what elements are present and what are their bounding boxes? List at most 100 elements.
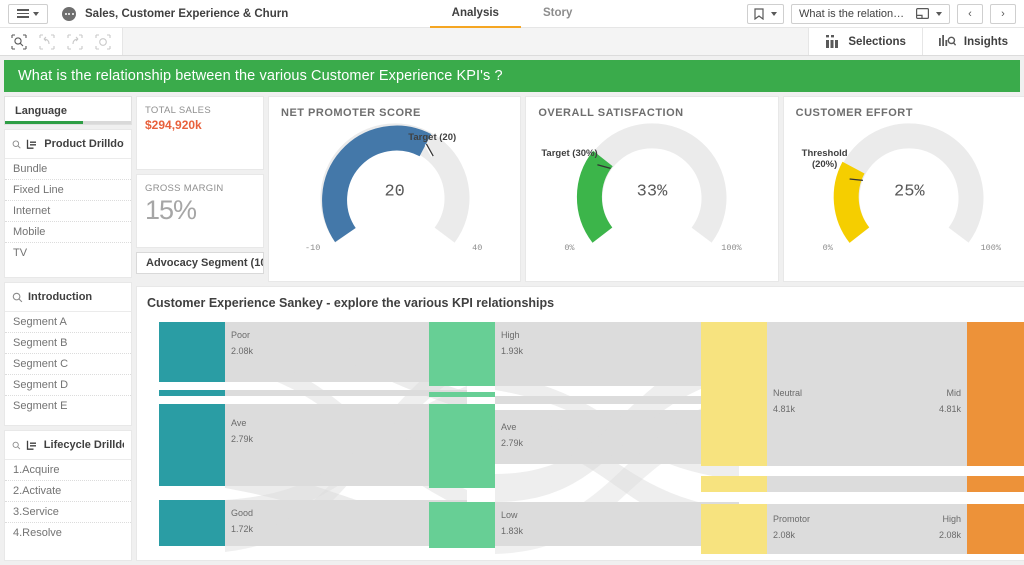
kpi-label: GROSS MARGIN	[145, 183, 224, 194]
filter-item[interactable]: 2.Activate	[5, 480, 131, 501]
filter-item[interactable]: Segment C	[5, 353, 131, 374]
step-back-icon[interactable]	[34, 31, 60, 53]
top-bar-left: Sales, Customer Experience & Churn	[0, 0, 288, 27]
language-progress	[5, 121, 131, 124]
tab-story[interactable]: Story	[542, 7, 573, 19]
chevron-down-icon	[771, 11, 777, 16]
kpi-total-sales[interactable]: TOTAL SALES $294,920k	[136, 96, 264, 170]
gauge-max-label: 100%	[721, 243, 742, 253]
sankey-node-label: Promotor	[773, 514, 810, 524]
filter-header: Product Drilldown	[5, 130, 131, 158]
next-sheet-button[interactable]: ›	[990, 3, 1016, 24]
filter-header: Introduction	[5, 283, 131, 311]
advocacy-segment-button[interactable]: Advocacy Segment (10…	[136, 252, 264, 274]
search-icon[interactable]	[12, 292, 23, 303]
filter-item[interactable]: Internet	[5, 200, 131, 221]
chart-customer-experience-sankey[interactable]: Customer Experience Sankey - explore the…	[136, 286, 1024, 561]
sankey-node-value: 2.08k	[231, 346, 254, 356]
sankey-node-label: Low	[501, 510, 518, 520]
chevron-down-icon	[33, 11, 39, 16]
filter-sidebar: Language Product Drilldown	[4, 96, 132, 561]
filter-title: Lifecycle Drilldown	[43, 439, 124, 451]
filter-item[interactable]: Mobile	[5, 221, 131, 242]
sankey-node-value: 1.93k	[501, 346, 524, 356]
chart-net-promoter-score[interactable]: NET PROMOTER SCORE 20 -10 40 Target (20)	[268, 96, 522, 282]
gauge-min-label: 0%	[564, 243, 575, 253]
navigation-menu-button[interactable]	[8, 3, 48, 24]
filter-item[interactable]: TV	[5, 242, 131, 263]
sankey-node-value: 2.08k	[939, 530, 962, 540]
filter-item[interactable]: Segment A	[5, 311, 131, 332]
main-content: TOTAL SALES $294,920k GROSS MARGIN 15% A…	[136, 96, 1024, 561]
search-icon[interactable]	[12, 139, 21, 150]
sankey-diagram: Poor 2.08k Ave 2.79k Good 1.72k V. Good …	[159, 322, 1024, 554]
sankey-node[interactable]	[159, 322, 225, 382]
gauge-area: 33% 0% 100% Target (30%)	[538, 119, 765, 259]
sankey-stage-4: Mid 4.81k High 2.08k	[939, 322, 1024, 554]
filter-item[interactable]: Fixed Line	[5, 179, 131, 200]
tab-analysis[interactable]: Analysis	[429, 0, 521, 28]
hamburger-icon	[17, 9, 29, 18]
selection-toolbar: Selections Insights	[0, 28, 1024, 56]
top-bar-tabs: Analysis Story	[0, 0, 1024, 28]
toolbar-spacer	[123, 28, 808, 55]
search-icon[interactable]	[12, 440, 21, 451]
gauge-min-label: 0%	[822, 243, 833, 253]
sankey-node[interactable]	[429, 404, 495, 488]
chart-title: NET PROMOTER SCORE	[281, 107, 421, 119]
sankey-node[interactable]	[429, 322, 495, 386]
previous-sheet-button[interactable]: ‹	[957, 3, 983, 24]
chart-title: Customer Experience Sankey - explore the…	[147, 296, 555, 310]
gauge-threshold-line2: (20%)	[811, 158, 838, 170]
filter-item[interactable]: Bundle	[5, 158, 131, 179]
chart-overall-satisfaction[interactable]: OVERALL SATISFACTION 33% 0% 100% Target …	[525, 96, 779, 282]
chart-customer-effort[interactable]: CUSTOMER EFFORT 25% 0% 100% Threshold (2…	[782, 96, 1024, 282]
sankey-node[interactable]	[159, 500, 225, 546]
sankey-node-value: 4.81k	[773, 404, 796, 414]
sankey-node[interactable]	[967, 476, 1024, 492]
top-bar-right: What is the relationship bet… ‹ ›	[747, 0, 1024, 27]
filter-item[interactable]: Segment D	[5, 374, 131, 395]
sankey-node[interactable]	[159, 390, 225, 396]
filter-header: Lifecycle Drilldown	[5, 431, 131, 459]
app-menu-icon[interactable]	[62, 6, 76, 21]
drilldown-icon	[26, 139, 39, 150]
toolbar-actions: Selections Insights	[808, 28, 1024, 55]
gauge-value: 33%	[636, 182, 668, 202]
sheet-title: What is the relationship between the var…	[18, 68, 503, 84]
sankey-node-label: High	[501, 330, 520, 340]
sankey-node[interactable]	[701, 322, 767, 466]
filter-item[interactable]: 1.Acquire	[5, 459, 131, 480]
language-selector[interactable]: Language	[4, 96, 132, 125]
filter-pane-introduction: Introduction Segment A Segment B Segment…	[4, 282, 132, 426]
sankey-node[interactable]	[701, 504, 767, 554]
filter-item[interactable]: Segment E	[5, 395, 131, 416]
sankey-node-label: Good	[231, 508, 253, 518]
step-forward-icon[interactable]	[62, 31, 88, 53]
selections-label: Selections	[848, 35, 906, 48]
filter-item[interactable]: Segment B	[5, 332, 131, 353]
kpi-gross-margin[interactable]: GROSS MARGIN 15%	[136, 174, 264, 248]
kpi-row: TOTAL SALES $294,920k GROSS MARGIN 15% A…	[136, 96, 1024, 282]
sankey-node-label: Mid	[946, 388, 961, 398]
sheet-selector[interactable]: What is the relationship bet…	[791, 3, 950, 24]
selections-button[interactable]: Selections	[808, 28, 922, 55]
sankey-node[interactable]	[429, 392, 495, 397]
filter-item[interactable]: 3.Service	[5, 501, 131, 522]
sankey-node[interactable]	[159, 404, 225, 486]
sankey-node[interactable]	[967, 322, 1024, 466]
filter-value-list: Segment A Segment B Segment C Segment D …	[5, 311, 131, 425]
sankey-node[interactable]	[429, 502, 495, 548]
sheet-title-banner: What is the relationship between the var…	[4, 60, 1020, 92]
bookmarks-button[interactable]	[747, 3, 784, 24]
insights-button[interactable]: Insights	[921, 28, 1024, 55]
gauge-area: 20 -10 40 Target (20)	[281, 119, 508, 259]
gauge-target-label: Target (20)	[408, 132, 457, 143]
gauge-max-label: 40	[472, 243, 483, 253]
clear-selections-icon[interactable]	[90, 31, 116, 53]
sankey-node-value: 4.81k	[939, 404, 962, 414]
filter-item[interactable]: 4.Resolve	[5, 522, 131, 543]
smart-search-icon[interactable]	[6, 31, 32, 53]
sankey-node[interactable]	[967, 504, 1024, 554]
sankey-node[interactable]	[701, 476, 767, 492]
